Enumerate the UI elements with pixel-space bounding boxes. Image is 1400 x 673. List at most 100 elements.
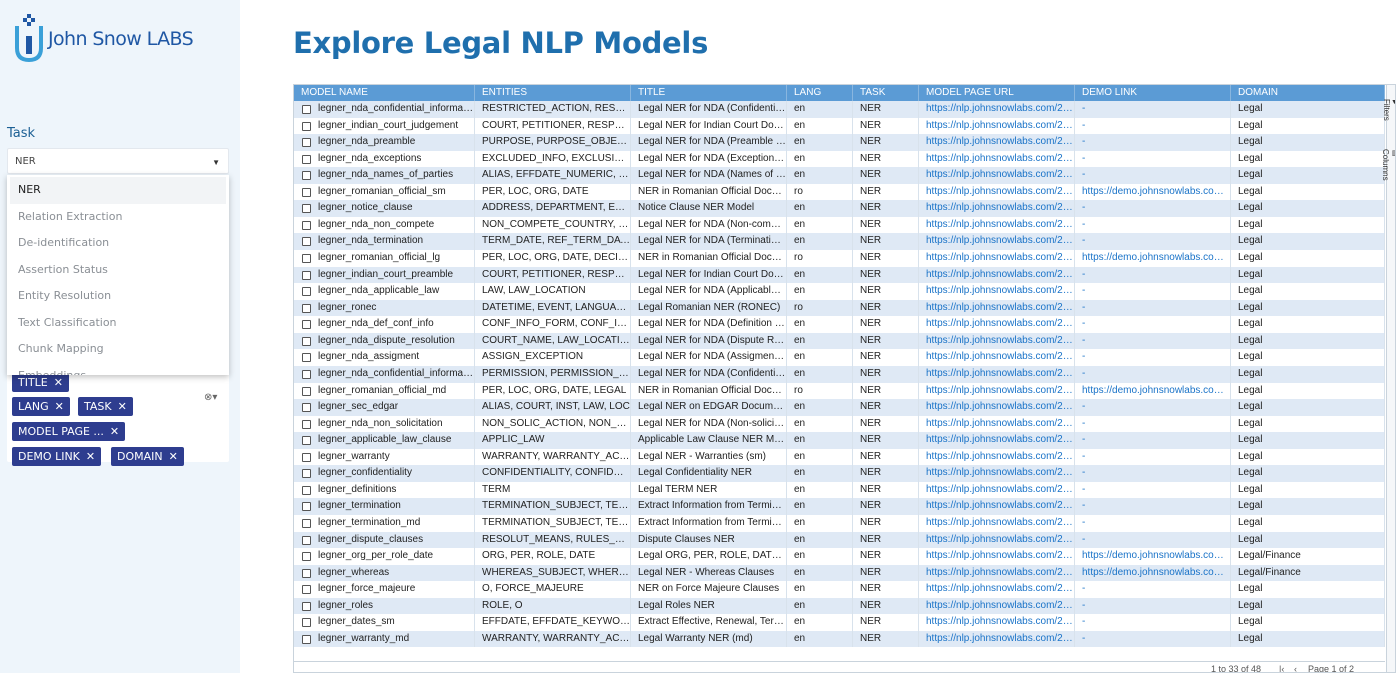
cell-demo-link[interactable]: https://demo.johnsnowlabs.com/finance: [1075, 548, 1231, 565]
row-checkbox[interactable]: [302, 369, 311, 379]
chip-title[interactable]: TITLE ✕: [12, 373, 69, 392]
remove-chip-icon[interactable]: ✕: [168, 450, 178, 463]
table-row[interactable]: legner_nda_confidential_information PERMI…: [294, 365, 1385, 383]
prev-page-icon[interactable]: ‹: [1294, 664, 1297, 673]
table-row[interactable]: legner_org_per_role_date ORG, PER, ROLE, …: [294, 548, 1385, 565]
row-checkbox[interactable]: [302, 154, 311, 164]
task-option-chunk-mapping[interactable]: Chunk Mapping: [18, 342, 104, 355]
column-header-task[interactable]: TASK: [853, 85, 919, 101]
row-checkbox[interactable]: [302, 171, 311, 181]
task-option-assertion-status[interactable]: Assertion Status: [18, 262, 108, 276]
cell-model-page-url[interactable]: https://nlp.johnsnowlabs.com/2023: [919, 399, 1075, 416]
task-option-relation-extraction[interactable]: Relation Extraction: [18, 209, 123, 223]
table-row[interactable]: legner_termination_md TERMINATION_SUBJECT…: [294, 515, 1385, 532]
task-option-text-classification[interactable]: Text Classification: [18, 315, 117, 329]
table-row[interactable]: legner_nda_names_of_parties ALIAS, EFFDAT…: [294, 167, 1385, 184]
cell-model-page-url[interactable]: https://nlp.johnsnowlabs.com/2023: [919, 299, 1075, 317]
row-checkbox[interactable]: [302, 469, 311, 479]
chip-domain[interactable]: DOMAIN ✕: [111, 447, 184, 466]
row-checkbox[interactable]: [302, 353, 311, 363]
cell-model-page-url[interactable]: https://nlp.johnsnowlabs.com/2023: [919, 432, 1075, 449]
table-row[interactable]: legner_nda_termination TERM_DATE, REF_TER…: [294, 233, 1385, 251]
cell-model-page-url[interactable]: https://nlp.johnsnowlabs.com/2022: [919, 630, 1075, 648]
table-row[interactable]: legner_nda_dispute_resolution COURT_NAME,…: [294, 332, 1385, 350]
cell-model-page-url[interactable]: https://nlp.johnsnowlabs.com/2023: [919, 134, 1075, 151]
row-checkbox[interactable]: [302, 436, 311, 446]
row-checkbox[interactable]: [302, 204, 311, 214]
table-row[interactable]: legner_nda_confidential_information RESTR…: [294, 101, 1385, 118]
cell-model-page-url[interactable]: https://nlp.johnsnowlabs.com/2023: [919, 216, 1075, 234]
table-row[interactable]: legner_definitions TERM Legal TERM NER en NE…: [294, 481, 1385, 499]
row-checkbox[interactable]: [302, 386, 311, 396]
cell-model-page-url[interactable]: https://nlp.johnsnowlabs.com/2022: [919, 531, 1075, 549]
table-row[interactable]: legner_romanian_official_sm PER, LOC, ORG…: [294, 183, 1385, 201]
table-row[interactable]: legner_notice_clause ADDRESS, DEPARTMENT,…: [294, 200, 1385, 217]
cell-demo-link[interactable]: https://demo.johnsnowlabs.com/legal: [1075, 382, 1231, 400]
remove-chip-icon[interactable]: ✕: [109, 425, 120, 438]
column-header-lang[interactable]: LANG: [787, 85, 853, 101]
table-row[interactable]: legner_warranty WARRANTY, WARRANTY_ACTION…: [294, 448, 1385, 466]
row-checkbox[interactable]: [302, 535, 311, 545]
cell-model-page-url[interactable]: https://nlp.johnsnowlabs.com/2023: [919, 233, 1075, 251]
row-checkbox[interactable]: [302, 618, 311, 628]
row-checkbox[interactable]: [302, 303, 311, 313]
row-checkbox[interactable]: [302, 585, 311, 595]
row-checkbox[interactable]: [302, 634, 311, 644]
row-checkbox[interactable]: [302, 601, 311, 611]
chip-task[interactable]: TASK ✕: [78, 397, 133, 416]
cell-model-page-url[interactable]: https://nlp.johnsnowlabs.com/2022: [919, 581, 1075, 598]
cell-model-page-url[interactable]: https://nlp.johnsnowlabs.com/2022: [919, 382, 1075, 400]
table-row[interactable]: legner_nda_non_solicitation NON_SOLIC_ACT…: [294, 415, 1385, 433]
cell-model-page-url[interactable]: https://nlp.johnsnowlabs.com/2022: [919, 614, 1075, 631]
table-row[interactable]: legner_nda_def_conf_info CONF_INFO_FORM, …: [294, 316, 1385, 333]
table-row[interactable]: legner_nda_preamble PURPOSE, PURPOSE_OBJE…: [294, 134, 1385, 151]
row-checkbox[interactable]: [302, 419, 311, 429]
cell-model-page-url[interactable]: https://nlp.johnsnowlabs.com/2022: [919, 250, 1075, 267]
task-option-ner[interactable]: NER: [10, 177, 226, 204]
table-row[interactable]: legner_nda_non_compete NON_COMPETE_COUNTR…: [294, 216, 1385, 234]
table-row[interactable]: legner_force_majeure O, FORCE_MAJEURE NER …: [294, 581, 1385, 598]
remove-chip-icon[interactable]: ✕: [117, 400, 127, 413]
table-row[interactable]: legner_applicable_law_clause APPLIC_LAW Ap…: [294, 432, 1385, 449]
row-checkbox[interactable]: [302, 287, 311, 297]
row-checkbox[interactable]: [302, 105, 311, 114]
table-row[interactable]: legner_nda_exceptions EXCLUDED_INFO, EXCL…: [294, 150, 1385, 168]
cell-model-page-url[interactable]: https://nlp.johnsnowlabs.com/2022: [919, 564, 1075, 582]
row-checkbox[interactable]: [302, 336, 311, 346]
cell-model-page-url[interactable]: https://nlp.johnsnowlabs.com/2023: [919, 332, 1075, 350]
cell-model-page-url[interactable]: https://nlp.johnsnowlabs.com/2023: [919, 316, 1075, 333]
cell-model-page-url[interactable]: https://nlp.johnsnowlabs.com/2023: [919, 200, 1075, 217]
table-row[interactable]: legner_confidentiality CONFIDENTIALITY, C…: [294, 465, 1385, 482]
task-select[interactable]: NER ▼: [7, 148, 229, 174]
table-row[interactable]: legner_sec_edgar ALIAS, COURT, INST, LAW,…: [294, 399, 1385, 416]
chip-demo-link[interactable]: DEMO LINK ✕: [12, 447, 102, 466]
row-checkbox[interactable]: [302, 568, 311, 578]
cell-demo-link[interactable]: https://demo.johnsnowlabs.com/finance: [1075, 564, 1231, 582]
row-checkbox[interactable]: [302, 320, 311, 330]
row-checkbox[interactable]: [302, 485, 311, 495]
cell-demo-link[interactable]: https://demo.johnsnowlabs.com/legal: [1075, 250, 1231, 267]
cell-model-page-url[interactable]: https://nlp.johnsnowlabs.com/2023: [919, 167, 1075, 184]
column-header-model-page-url[interactable]: MODEL PAGE URL: [919, 85, 1075, 101]
cell-model-page-url[interactable]: https://nlp.johnsnowlabs.com/2022: [919, 515, 1075, 532]
cell-model-page-url[interactable]: https://nlp.johnsnowlabs.com/2023: [919, 101, 1075, 118]
cell-model-page-url[interactable]: https://nlp.johnsnowlabs.com/2022: [919, 465, 1075, 482]
table-row[interactable]: legner_warranty_md WARRANTY, WARRANTY_ACT…: [294, 630, 1385, 648]
table-row[interactable]: legner_dates_sm EFFDATE, EFFDATE_KEYWORD E…: [294, 614, 1385, 631]
row-checkbox[interactable]: [302, 138, 311, 148]
table-row[interactable]: legner_nda_assigment ASSIGN_EXCEPTION Lega…: [294, 349, 1385, 366]
row-checkbox[interactable]: [302, 452, 311, 462]
chip-lang[interactable]: LANG ✕: [12, 397, 70, 416]
cell-model-page-url[interactable]: https://nlp.johnsnowlabs.com/2023: [919, 349, 1075, 366]
cell-model-page-url[interactable]: https://nlp.johnsnowlabs.com/2023: [919, 415, 1075, 433]
table-row[interactable]: legner_roles ROLE, O Legal Roles NER en NER h…: [294, 597, 1385, 615]
table-row[interactable]: legner_romanian_official_lg PER, LOC, ORG…: [294, 250, 1385, 267]
brand-logo[interactable]: John Snow LABS: [14, 14, 214, 64]
table-row[interactable]: legner_romanian_official_md PER, LOC, ORG…: [294, 382, 1385, 400]
columns-tool-tab[interactable]: ▥ Columns: [1381, 149, 1396, 181]
table-row[interactable]: legner_indian_court_preamble COURT, PETIT…: [294, 266, 1385, 284]
clear-all-icon[interactable]: ⊗▾: [204, 392, 218, 403]
column-header-domain[interactable]: DOMAIN: [1231, 85, 1385, 101]
cell-model-page-url[interactable]: https://nlp.johnsnowlabs.com/2023: [919, 283, 1075, 300]
